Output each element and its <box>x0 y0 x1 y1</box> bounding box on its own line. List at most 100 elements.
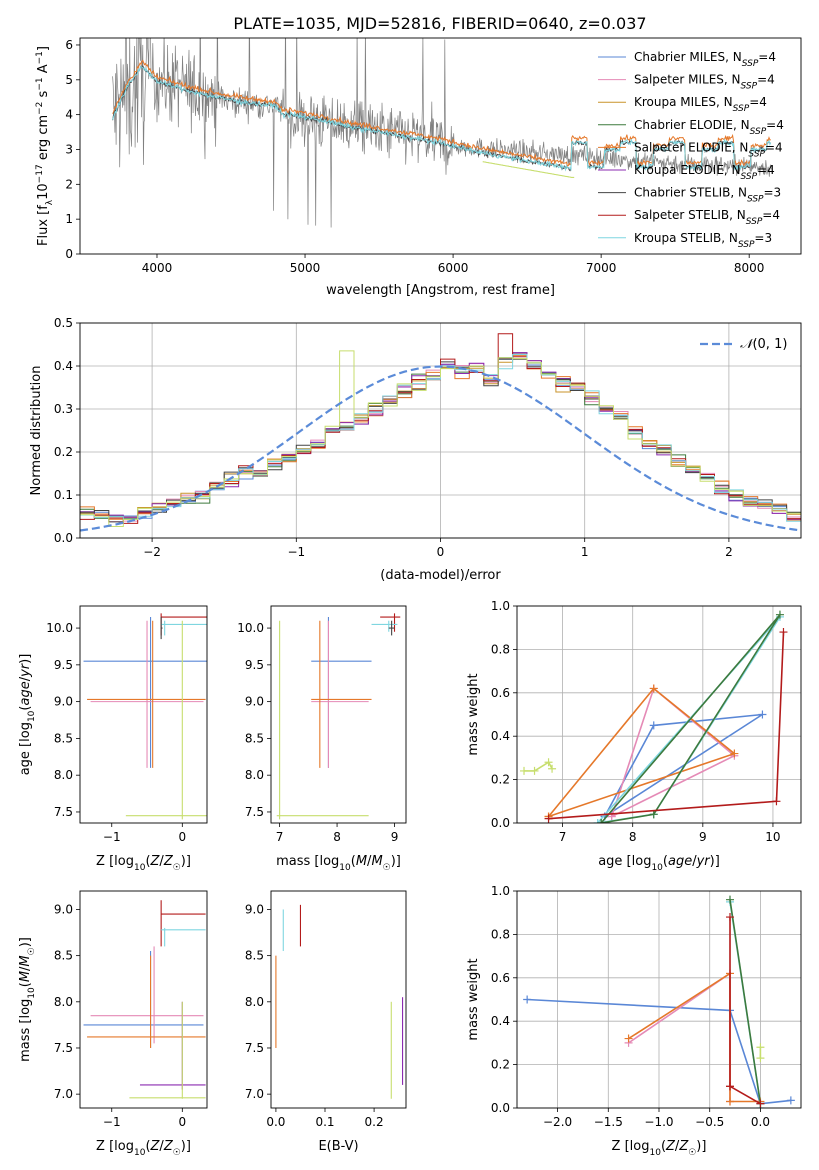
weight-marker <box>758 710 767 719</box>
weight-marker <box>624 1034 633 1043</box>
legend-label-part: (0, 1) <box>752 337 787 352</box>
weight-marker <box>530 766 539 775</box>
y-tick-label: 1 <box>65 212 73 226</box>
y-axis-label-part: λ <box>45 199 55 205</box>
weight-line <box>547 687 737 818</box>
observed-spectrum-line <box>112 38 772 228</box>
x-tick-label: 8 <box>333 830 341 844</box>
legend-label-part: SSP <box>741 172 758 182</box>
y-tick-label: 0.3 <box>54 402 73 416</box>
weight-vs-age-plot <box>520 610 788 823</box>
y-axis-label-part: ] <box>36 46 51 51</box>
y-axis-label: mass weight <box>466 673 481 755</box>
x-axis-label-part: 10 <box>649 1148 661 1158</box>
legend-label-part: Salpeter MILES, N <box>634 73 741 87</box>
legend-label-part: =4 <box>749 95 767 109</box>
y-axis-label-part: M <box>18 955 33 966</box>
y-axis-label-part: )] <box>18 654 33 664</box>
weight-marker <box>756 1099 765 1108</box>
x-tick-label: 7 <box>276 830 284 844</box>
weight-marker <box>756 1043 765 1052</box>
residual-plot <box>80 333 801 532</box>
weight-marker <box>775 610 784 619</box>
x-tick-label: 5000 <box>290 261 321 275</box>
figure-title: PLATE=1035, MJD=52816, FIBERID=0640, z=0… <box>233 14 646 33</box>
x-axis-label-part: ( <box>145 1139 150 1154</box>
weight-marker <box>726 1082 734 1091</box>
y-tick-label: 9.5 <box>245 658 264 672</box>
residuals-axes: −2 −1 0 1 2 0.0 0.1 0.2 0.3 0.4 0.5 (data-model)/er… <box>29 316 801 583</box>
x-axis-label-part: M <box>356 854 367 869</box>
x-tick-label: 0.2 <box>365 1115 384 1129</box>
model-spectrum-line <box>482 161 575 178</box>
y-axis-label-part: −1 <box>35 51 45 64</box>
y-tick-label: 0.0 <box>491 1101 510 1115</box>
legend-label-part: SSP <box>741 82 758 92</box>
x-axis-label-part: )] <box>391 854 401 869</box>
weight-marker <box>772 797 781 806</box>
y-tick-label: 2 <box>65 177 73 191</box>
weight-marker <box>649 810 658 819</box>
x-tick-label: 0.0 <box>266 1115 285 1129</box>
legend-label-part: Kroupa MILES, N <box>634 95 733 109</box>
x-axis-label-part: ☉ <box>173 1148 181 1158</box>
legend-label-part: SSP <box>748 149 765 159</box>
legend-label-part: =3 <box>764 186 782 200</box>
legend-label-part: Kroupa STELIB, N <box>634 231 738 245</box>
x-axis-label-part: 10 <box>134 863 146 873</box>
x-axis-label-part: / <box>692 854 697 869</box>
age-vs-mass-plot <box>276 613 401 820</box>
legend-label-part: SSP <box>742 59 759 69</box>
weight-marker <box>593 819 602 823</box>
legend-label-part: =4 <box>765 140 783 154</box>
x-axis-label: Z [log10(Z/Z☉)] <box>96 854 191 873</box>
x-axis-label-part: 10 <box>134 1148 146 1158</box>
x-axis-label-part: M <box>371 854 382 869</box>
y-axis-label-part: −1 <box>35 77 45 90</box>
residual-legend: 𝒩(0, 1) <box>700 337 787 352</box>
x-tick-label: 6000 <box>438 261 469 275</box>
x-axis-label: E(B-V) <box>318 1139 358 1154</box>
x-axis-label-part: age [log <box>598 854 651 869</box>
weight-marker <box>544 758 553 767</box>
y-tick-label: 3 <box>65 142 73 156</box>
x-axis-label: Z [log10(Z/Z☉)] <box>96 1139 191 1158</box>
legend-label: Chabrier MILES, NSSP=4 <box>634 50 776 69</box>
x-tick-label: −1 <box>103 1115 121 1129</box>
x-axis-label-part: ☉ <box>173 863 181 873</box>
y-tick-label: 9.0 <box>54 902 73 916</box>
x-tick-label: −1.0 <box>644 1115 673 1129</box>
y-axis-label: Flux [fλ10−17 erg cm−2 s−1 A−1] <box>35 46 55 246</box>
x-axis-label-part: 10 <box>651 863 663 873</box>
x-tick-label: 1 <box>581 545 589 559</box>
age-vs-Z-axes: −1 07.58.08.59.09.510.0Z [log10(Z/Z☉)]age… <box>18 621 191 873</box>
y-axis-label-part: −17 <box>35 164 45 183</box>
x-tick-label: 9 <box>391 830 399 844</box>
y-axis-label-part: )] <box>18 937 33 947</box>
x-tick-label: 0.1 <box>315 1115 334 1129</box>
y-axis-label-part: ( <box>18 982 33 987</box>
y-axis-label-part: age <box>18 681 33 705</box>
y-axis-label-part: ( <box>18 706 33 711</box>
weight-marker <box>756 1054 765 1063</box>
x-axis-label-part: Z [log <box>96 1139 134 1154</box>
y-tick-label: 7.5 <box>245 1041 264 1055</box>
y-tick-label: 7.5 <box>245 805 264 819</box>
y-axis-label-part: yr <box>18 662 33 678</box>
x-axis-label-part: age <box>668 854 692 869</box>
y-axis-label-part: s <box>36 90 51 101</box>
y-tick-label: 10.0 <box>46 621 73 635</box>
residual-frame <box>79 322 802 539</box>
legend-label-part: Salpeter ELODIE, N <box>634 140 748 154</box>
weight-vs-Z-plot <box>523 895 795 1108</box>
x-tick-label: 8 <box>629 830 637 844</box>
x-axis-label-part: mass [log <box>276 854 339 869</box>
mass-vs-EBV-plot <box>275 904 404 1099</box>
x-tick-label: −1.5 <box>594 1115 623 1129</box>
y-tick-label: 0.6 <box>491 971 510 985</box>
spectrum-axes: 4000 5000 6000 7000 8000 0 1 2 3 4 5 6 wavelength [A… <box>35 38 764 298</box>
y-tick-label: 0.2 <box>54 445 73 459</box>
y-axis-label-part: / <box>18 676 33 681</box>
x-axis-label-part: )] <box>710 854 720 869</box>
weight-marker <box>726 1097 734 1106</box>
